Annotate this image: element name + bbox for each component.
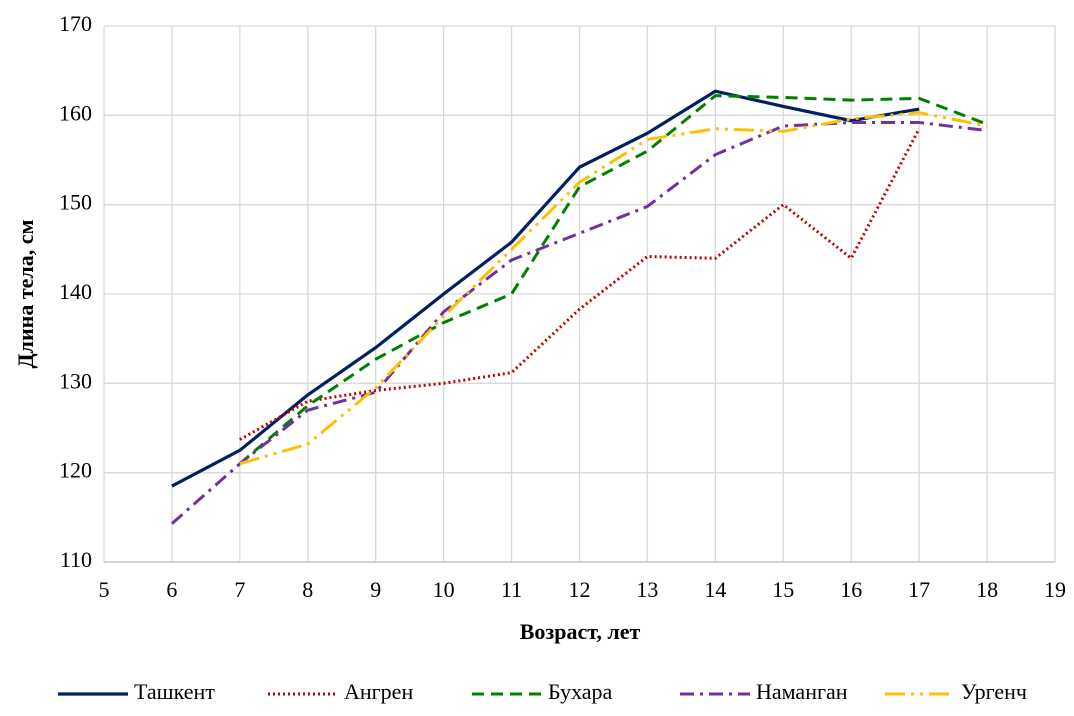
x-tick-label: 16 [840,577,862,602]
x-tick-label: 5 [99,577,110,602]
y-tick-label: 120 [59,458,92,483]
x-tick-label: 9 [370,577,381,602]
legend-label: Бухара [548,679,613,704]
line-series [238,94,988,465]
legend-label: Наманган [756,679,848,704]
x-tick-label: 17 [908,577,930,602]
y-tick-label: 110 [60,547,92,572]
x-tick-label: 12 [569,577,591,602]
y-tick-label: 160 [59,100,92,125]
y-tick-label: 130 [59,368,92,393]
legend-label: Ангрен [344,679,413,704]
y-tick-label: 150 [59,190,92,215]
x-axis-label: Возраст, лет [520,619,641,644]
y-tick-label: 140 [59,279,92,304]
x-tick-label: 8 [302,577,313,602]
line-series [170,120,988,525]
x-tick-label: 19 [1044,577,1066,602]
x-tick-label: 14 [704,577,726,602]
x-tick-label: 18 [976,577,998,602]
legend-label: Ургенч [961,679,1027,704]
line-series [171,89,920,488]
line-series [239,111,988,466]
x-tick-label: 6 [166,577,177,602]
x-tick-label: 10 [433,577,455,602]
x-tick-label: 7 [234,577,245,602]
y-axis-label: Длина тела, см [13,219,38,368]
legend-label: Ташкент [134,679,215,704]
x-tick-label: 13 [636,577,658,602]
y-tick-label: 170 [59,11,92,36]
line-series [239,128,921,441]
x-tick-label: 15 [772,577,794,602]
x-tick-label: 11 [501,577,522,602]
